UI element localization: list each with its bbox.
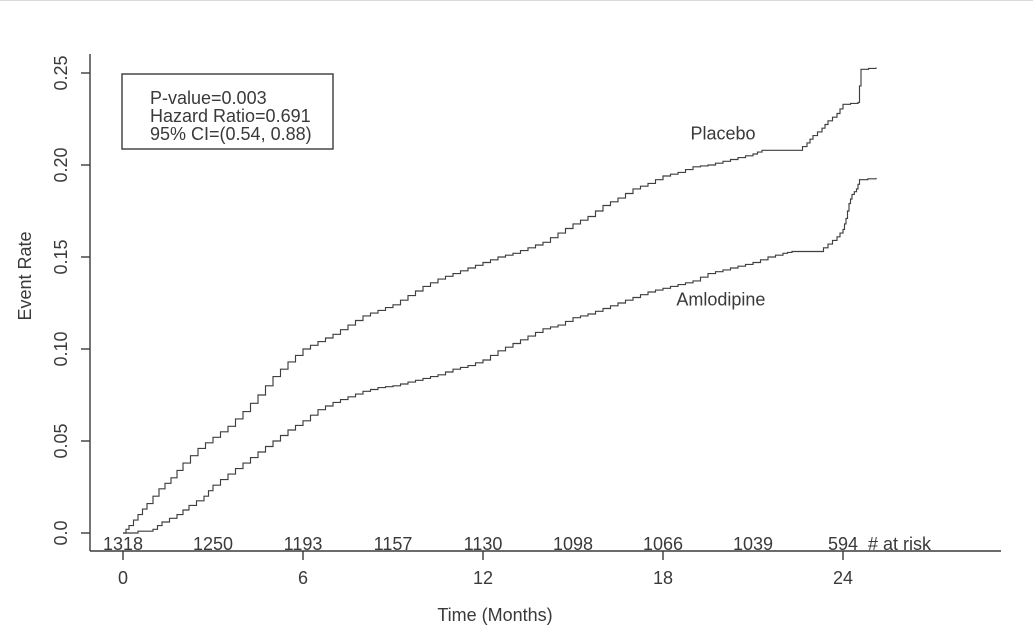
amlodipine-curve [123,177,877,534]
y-tick-label: 0.05 [51,423,71,458]
y-axis-title: Event Rate [15,231,35,320]
at-risk-count: 594 [828,534,858,554]
at-risk-row-label: # at risk [868,534,932,554]
stats-annotation-box [121,73,334,150]
y-tick-label: 0.20 [51,147,71,182]
at-risk-count: 1193 [284,534,323,554]
x-axis-title: Time (Months) [437,605,552,625]
stats-pvalue-text: P-value=0.003 [150,88,267,108]
at-risk-count: 1130 [464,534,503,554]
stats-hazard-ratio-text: Hazard Ratio=0.691 [150,106,311,126]
y-tick-label: 0.15 [51,239,71,274]
axis-ticks-layer: 0 6 12 18 24 0.0 0.05 0.10 0.15 0.20 0.25 [51,55,853,588]
at-risk-row: 1318 1250 1193 1157 1130 1098 1066 1039 594 [103,534,858,554]
at-risk-count: 1039 [733,534,773,554]
at-risk-count: 1098 [553,534,593,554]
at-risk-count: 1066 [643,534,683,554]
y-tick-label: 0.25 [51,55,71,90]
x-tick-label: 12 [473,568,493,588]
placebo-curve-label: Placebo [690,124,755,144]
x-tick-label: 0 [118,568,128,588]
x-tick-label: 18 [653,568,673,588]
at-risk-count: 1318 [103,534,143,554]
y-tick-label: 0.10 [51,331,71,366]
x-tick-label: 6 [298,568,308,588]
at-risk-count: 1250 [193,534,233,554]
y-tick-label: 0.0 [51,520,71,545]
at-risk-count: 1157 [374,534,413,554]
amlodipine-curve-label: Amlodipine [676,289,765,309]
curves-layer: Placebo Amlodipine [123,67,877,534]
stats-ci-text: 95% CI=(0.54, 0.88) [150,124,312,144]
placebo-curve [123,67,877,534]
x-tick-label: 24 [833,568,853,588]
